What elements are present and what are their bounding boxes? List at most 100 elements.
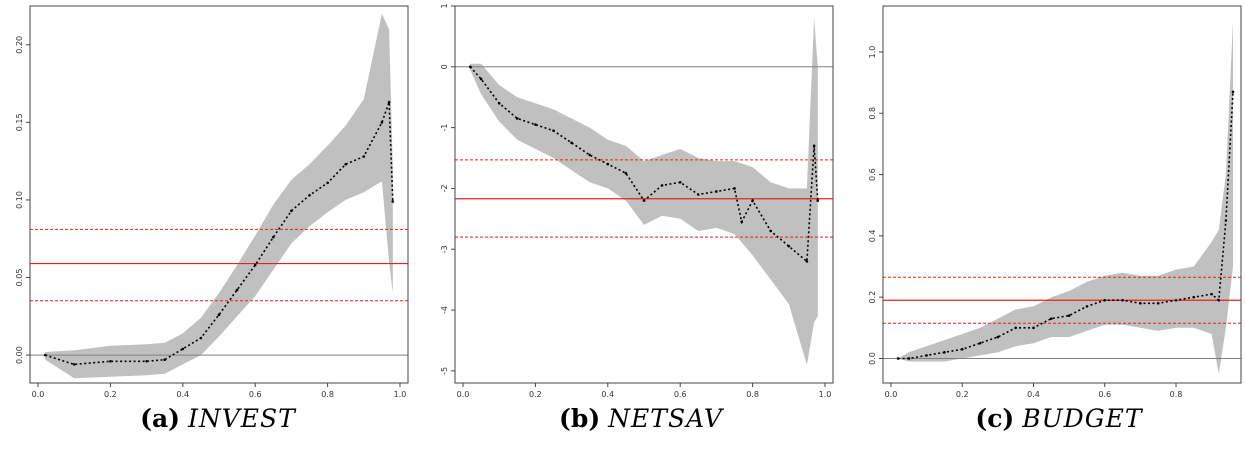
axes-frame xyxy=(454,5,834,384)
estimate-point xyxy=(1067,314,1071,317)
caption-netsav: (b) NETSAV xyxy=(491,404,791,433)
estimate-point xyxy=(308,193,311,197)
y-tick-label: -4 xyxy=(440,306,449,314)
estimate-point xyxy=(769,229,772,233)
caption-variable: BUDGET xyxy=(1022,404,1143,433)
y-tick-label: -3 xyxy=(440,245,449,253)
y-tick-label: 0.10 xyxy=(15,191,24,209)
estimate-point xyxy=(978,341,982,345)
estimate-point xyxy=(1217,298,1221,302)
estimate-point xyxy=(678,181,682,184)
estimate-point xyxy=(624,171,628,175)
axes-frame xyxy=(29,5,409,384)
x-tick-label: 0.2 xyxy=(529,390,542,399)
estimate-point xyxy=(497,101,501,105)
confidence-band xyxy=(470,18,818,365)
estimate-point xyxy=(326,181,329,185)
estimate-point xyxy=(72,363,76,366)
x-tick-label: 0.8 xyxy=(1170,390,1183,399)
estimate-point xyxy=(787,244,791,248)
estimate-point xyxy=(812,144,816,148)
estimate-point xyxy=(588,153,591,157)
x-tick-label: 0.0 xyxy=(885,390,898,399)
y-tick-label: 0.20 xyxy=(15,36,24,54)
x-tick-label: 0.6 xyxy=(1098,390,1111,399)
y-tick-label: 0.15 xyxy=(15,113,24,131)
estimate-point xyxy=(1210,292,1213,296)
estimate-point xyxy=(181,347,185,351)
panel-netsav: 0.0 0.2 0.4 0.6 0.8 1.0 -5 -4 -3 -2 -1 0 1 xyxy=(440,3,834,399)
caption-variable: INVEST xyxy=(187,404,296,433)
x-tick-label: 0.6 xyxy=(249,390,262,399)
caption-variable: NETSAV xyxy=(608,404,723,433)
estimate-point xyxy=(606,162,610,166)
estimate-point xyxy=(1121,298,1124,302)
y-tick-label: 0.6 xyxy=(868,168,877,181)
y-tick-label: 0.00 xyxy=(15,346,24,364)
estimate-point xyxy=(697,193,700,196)
x-tick-label: 0.8 xyxy=(746,390,759,399)
caption-invest: (a) INVEST xyxy=(68,404,368,433)
x-tick-label: 0.2 xyxy=(956,390,969,399)
estimate-point xyxy=(570,141,573,145)
x-tick-label: 0.0 xyxy=(32,390,45,399)
estimate-point xyxy=(344,162,348,166)
confidence-band xyxy=(45,13,393,379)
estimate-point xyxy=(960,347,964,351)
estimate-point xyxy=(660,184,664,187)
figure-canvas: 0.0 0.2 0.4 0.6 0.8 1.00.000.050.100.150.20 0… xyxy=(15,3,1242,399)
estimate-point xyxy=(1231,90,1235,94)
estimate-point xyxy=(380,121,384,124)
estimate-point xyxy=(163,358,166,362)
estimate-point xyxy=(805,260,809,263)
estimate-point xyxy=(253,263,257,267)
estimate-point xyxy=(1014,326,1017,330)
x-tick-label: 0.4 xyxy=(601,390,614,399)
estimate-point xyxy=(1139,302,1142,305)
estimate-point xyxy=(1224,219,1228,222)
estimate-point xyxy=(1192,295,1196,299)
caption-label: (b) xyxy=(559,404,601,433)
confidence-band xyxy=(898,21,1233,374)
panel-invest: 0.0 0.2 0.4 0.6 0.8 1.0 0.00 0.05 0.10 0.15 0.20 xyxy=(15,5,409,399)
estimate-point xyxy=(715,190,718,193)
estimate-point xyxy=(145,359,148,363)
estimate-point xyxy=(109,359,112,363)
estimate-point xyxy=(816,199,820,202)
estimate-point xyxy=(468,65,472,69)
caption-label: (c) xyxy=(975,404,1015,433)
estimate-point xyxy=(733,187,736,190)
estimate-point xyxy=(907,357,911,360)
estimate-point xyxy=(751,199,754,202)
estimate-point xyxy=(1103,298,1107,302)
estimate-line xyxy=(898,91,1234,360)
y-tick-label: 0.2 xyxy=(868,291,877,304)
x-tick-label: 0.2 xyxy=(104,390,117,399)
estimate-point xyxy=(1156,302,1160,305)
estimate-point xyxy=(642,199,646,202)
x-tick-label: 0.6 xyxy=(674,390,687,399)
x-tick-label: 0.8 xyxy=(321,390,334,399)
estimate-point xyxy=(199,336,203,340)
estimate-point xyxy=(1174,298,1178,302)
estimate-point xyxy=(235,288,239,292)
y-tick-label: 0.4 xyxy=(868,230,877,243)
estimate-point xyxy=(552,129,555,132)
estimate-point xyxy=(387,100,391,104)
estimate-point xyxy=(1085,305,1089,308)
estimate-point xyxy=(896,357,900,360)
panel-budget: 0.0 0.2 0.4 0.6 0.8 0.0 0.2 0.4 0.6 0.8 1.0 xyxy=(868,5,1242,399)
estimate-point xyxy=(943,351,946,354)
estimate-point xyxy=(996,335,1000,339)
estimate-point xyxy=(534,123,537,126)
estimate-point xyxy=(290,209,293,213)
caption-label: (a) xyxy=(140,404,181,433)
x-tick-label: 1.0 xyxy=(819,390,832,399)
y-tick-label: 1.0 xyxy=(868,46,877,59)
estimate-point xyxy=(925,354,928,357)
axes-frame xyxy=(882,5,1242,384)
caption-budget: (c) BUDGET xyxy=(909,404,1209,433)
y-tick-label: -1 xyxy=(440,124,449,132)
estimate-point xyxy=(391,200,395,203)
x-tick-label: 0.4 xyxy=(1027,390,1040,399)
